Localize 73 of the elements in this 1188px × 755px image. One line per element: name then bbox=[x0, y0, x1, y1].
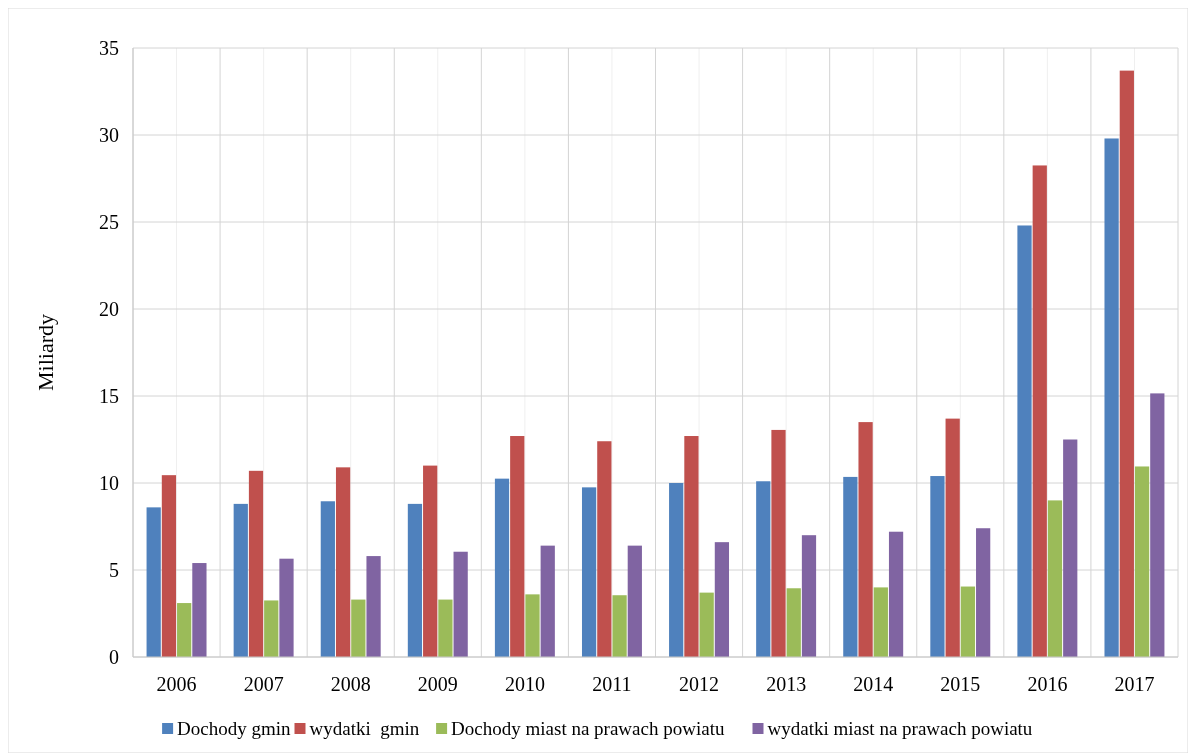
bar bbox=[612, 595, 627, 657]
x-tick-label: 2007 bbox=[243, 673, 284, 695]
bar bbox=[438, 599, 453, 657]
legend-label: Dochody gmin bbox=[177, 718, 292, 739]
bar bbox=[264, 600, 279, 657]
bar bbox=[192, 563, 207, 657]
bar bbox=[960, 586, 976, 657]
bar bbox=[699, 592, 714, 657]
bar bbox=[858, 422, 873, 657]
bar bbox=[161, 475, 177, 657]
bar bbox=[1104, 138, 1119, 657]
x-tick-label: 2012 bbox=[679, 673, 720, 695]
y-tick-label: 15 bbox=[99, 385, 119, 407]
y-tick-label: 25 bbox=[99, 211, 119, 233]
bar bbox=[366, 556, 381, 657]
bar bbox=[248, 470, 264, 657]
bar bbox=[976, 528, 991, 657]
bar bbox=[351, 599, 366, 657]
bar bbox=[1032, 165, 1047, 657]
bar bbox=[146, 507, 161, 657]
bar bbox=[1134, 466, 1150, 657]
bar bbox=[453, 551, 468, 657]
y-tick-label: 10 bbox=[99, 472, 119, 494]
y-tick-label: 30 bbox=[99, 124, 119, 146]
bar bbox=[540, 545, 555, 657]
bar bbox=[494, 478, 510, 657]
bar bbox=[1150, 393, 1165, 657]
bar bbox=[177, 603, 192, 657]
bar bbox=[597, 441, 612, 657]
x-tick-label: 2010 bbox=[504, 673, 545, 695]
bar bbox=[279, 558, 294, 657]
bar bbox=[1047, 500, 1063, 657]
legend-label: Dochody miast na prawach powiatu bbox=[451, 718, 725, 739]
bar bbox=[627, 545, 642, 657]
bar bbox=[407, 503, 423, 657]
bar bbox=[843, 476, 858, 657]
bar bbox=[423, 465, 438, 657]
y-tick-label: 0 bbox=[109, 646, 119, 668]
x-tick-label: 2008 bbox=[330, 673, 371, 695]
bar bbox=[233, 503, 248, 657]
y-tick-label: 5 bbox=[109, 559, 119, 581]
x-tick-label: 2013 bbox=[766, 673, 807, 695]
bar bbox=[1017, 225, 1032, 657]
bar bbox=[525, 594, 540, 657]
legend-label: wydatki gmin bbox=[309, 718, 420, 739]
bar bbox=[888, 531, 904, 657]
bar bbox=[510, 436, 525, 657]
bar bbox=[581, 487, 597, 657]
bar bbox=[1119, 70, 1134, 657]
bar bbox=[801, 535, 817, 657]
y-tick-label: 20 bbox=[99, 298, 119, 320]
bar bbox=[756, 481, 771, 657]
x-tick-label: 2017 bbox=[1114, 673, 1155, 695]
bar bbox=[945, 418, 960, 657]
bar bbox=[684, 436, 699, 657]
bar bbox=[714, 542, 730, 657]
bar bbox=[335, 467, 351, 657]
bar bbox=[1063, 439, 1078, 657]
bar bbox=[873, 587, 888, 657]
bar bbox=[786, 588, 801, 657]
x-tick-label: 2006 bbox=[156, 673, 197, 695]
legend-label: wydatki miast na prawach powiatu bbox=[767, 718, 1033, 739]
x-tick-label: 2016 bbox=[1027, 673, 1068, 695]
x-tick-label: 2009 bbox=[417, 673, 458, 695]
y-axis-title: Miliardy bbox=[33, 314, 58, 391]
x-tick-label: 2015 bbox=[940, 673, 981, 695]
bar bbox=[771, 429, 786, 657]
bar bbox=[669, 483, 684, 657]
y-tick-label: 35 bbox=[99, 37, 119, 59]
bar bbox=[320, 501, 335, 657]
bar bbox=[930, 476, 945, 657]
x-tick-label: 2014 bbox=[853, 673, 894, 695]
x-tick-label: 2011 bbox=[592, 673, 632, 695]
